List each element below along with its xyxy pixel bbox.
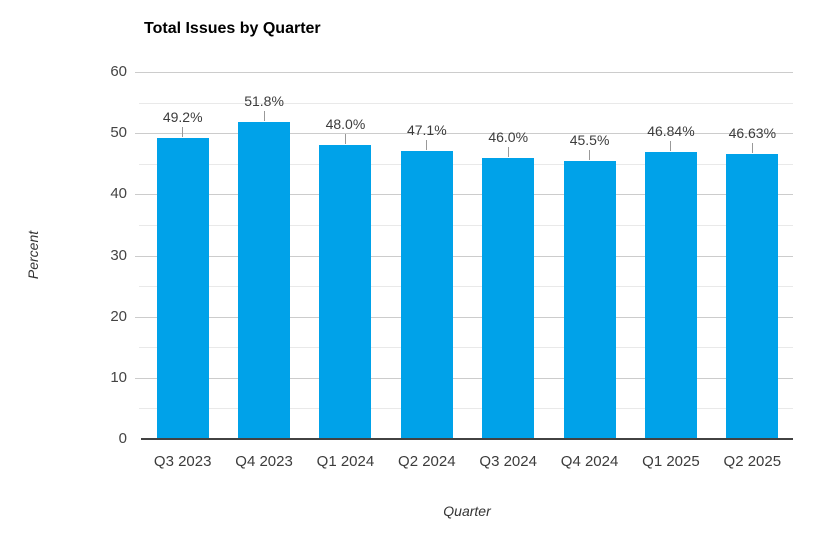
y-tick-label: 10 (110, 368, 127, 386)
bar-leader-line (263, 111, 265, 122)
bar (238, 122, 291, 439)
gridline-major (135, 133, 793, 135)
y-axis-title: Percent (25, 230, 41, 280)
bar-leader-line (182, 127, 184, 138)
bar-value-label: 46.0% (488, 128, 529, 145)
gridline-minor (139, 224, 793, 226)
x-tick-label: Q3 2024 (479, 453, 537, 470)
gridline-major (135, 194, 793, 196)
bar (156, 138, 209, 439)
gridline-major (135, 316, 793, 318)
y-tick-label: 60 (110, 63, 127, 80)
gridline-major (135, 255, 793, 257)
bar-leader-line (670, 141, 672, 152)
y-tick-label: 20 (110, 307, 127, 325)
x-tick-label: Q4 2023 (235, 453, 293, 470)
bar-value-label: 46.63% (728, 124, 777, 141)
bar-leader-line (751, 142, 753, 153)
x-tick-label: Q3 2023 (153, 453, 212, 470)
y-tick-label: 50 (110, 124, 127, 142)
gridline-minor (139, 408, 793, 410)
bar (563, 160, 616, 439)
y-tick-label: 0 (118, 430, 127, 447)
x-tick-label: Q2 2025 (723, 453, 782, 470)
bar-value-label: 46.84% (647, 123, 695, 140)
bar-leader-line (344, 134, 346, 145)
x-tick-label: Q1 2025 (642, 453, 700, 470)
bar (400, 150, 453, 439)
bar-value-label: 51.8% (244, 93, 284, 110)
gridline-minor (139, 347, 793, 349)
gridline-minor (139, 102, 793, 104)
plot-area: 0 10 20 30 40 50 60 49.2% Q3 2023 51.8% Q4 2023 48.… (110, 64, 793, 470)
y-tick-label: 40 (110, 185, 127, 203)
x-tick-label: Q1 2024 (316, 453, 375, 470)
x-axis-line (141, 438, 793, 440)
bar-value-label: 48.0% (325, 116, 366, 133)
chart-title: Total Issues by Quarter (144, 20, 321, 37)
bar (482, 157, 535, 439)
x-tick-label: Q4 2024 (560, 453, 619, 470)
bar (726, 153, 779, 439)
gridline-major (135, 377, 793, 379)
gridline-minor (139, 163, 793, 165)
bar-leader-line (426, 139, 428, 150)
bar-value-label: 49.2% (162, 109, 203, 126)
gridline-minor (139, 286, 793, 288)
gridline-major (135, 72, 793, 73)
bar-value-label: 47.1% (406, 121, 447, 138)
x-axis-title: Quarter (443, 503, 491, 519)
bar-leader-line (589, 149, 591, 160)
bar-value-label: 45.5% (569, 131, 610, 148)
bar-leader-line (507, 146, 509, 157)
bar (644, 152, 697, 439)
x-tick-label: Q2 2024 (398, 453, 456, 470)
y-tick-label: 30 (110, 246, 127, 264)
bar (319, 145, 372, 439)
